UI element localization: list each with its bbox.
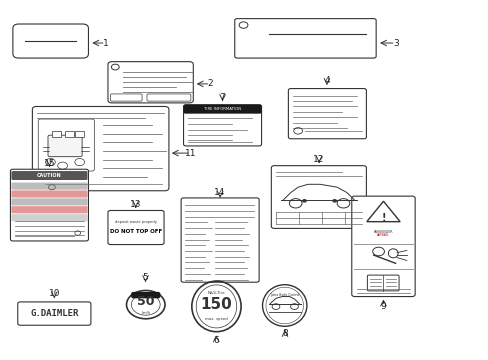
FancyBboxPatch shape xyxy=(11,190,87,198)
FancyBboxPatch shape xyxy=(10,169,88,241)
FancyBboxPatch shape xyxy=(11,198,87,206)
FancyBboxPatch shape xyxy=(234,19,375,58)
Text: G.DAIMLER: G.DAIMLER xyxy=(30,309,79,318)
Circle shape xyxy=(302,199,306,203)
Text: 2: 2 xyxy=(207,80,213,89)
Text: 1: 1 xyxy=(102,39,108,48)
Text: DO NOT TOP OFF: DO NOT TOP OFF xyxy=(110,229,162,234)
Bar xyxy=(52,131,61,137)
FancyBboxPatch shape xyxy=(18,302,91,325)
Text: max. speed: max. speed xyxy=(204,317,227,321)
Bar xyxy=(75,131,83,137)
Text: 9: 9 xyxy=(380,302,386,311)
Text: Jatna Body Control: Jatna Body Control xyxy=(269,293,299,297)
Text: 10: 10 xyxy=(48,289,60,298)
FancyBboxPatch shape xyxy=(131,292,160,298)
FancyBboxPatch shape xyxy=(183,105,261,114)
Text: 50: 50 xyxy=(137,295,154,308)
Text: deposit waste properly: deposit waste properly xyxy=(115,220,157,224)
FancyBboxPatch shape xyxy=(13,24,88,58)
FancyBboxPatch shape xyxy=(288,89,366,139)
FancyBboxPatch shape xyxy=(181,198,259,282)
Text: 8: 8 xyxy=(282,329,287,338)
Text: 150: 150 xyxy=(200,297,232,312)
Text: 14: 14 xyxy=(214,188,225,197)
FancyBboxPatch shape xyxy=(38,119,94,171)
Polygon shape xyxy=(366,201,399,222)
Text: N&S-Tire: N&S-Tire xyxy=(207,291,225,295)
FancyBboxPatch shape xyxy=(32,107,168,191)
FancyBboxPatch shape xyxy=(108,211,163,244)
Text: 5: 5 xyxy=(142,273,148,282)
FancyBboxPatch shape xyxy=(11,183,87,190)
Text: 3: 3 xyxy=(392,39,398,48)
Text: 11: 11 xyxy=(185,149,196,158)
FancyBboxPatch shape xyxy=(11,171,87,180)
FancyBboxPatch shape xyxy=(11,214,87,221)
Text: 12: 12 xyxy=(313,155,324,164)
FancyBboxPatch shape xyxy=(183,105,261,146)
FancyBboxPatch shape xyxy=(110,94,142,101)
Text: TIRE INFORMATION: TIRE INFORMATION xyxy=(203,107,241,111)
FancyBboxPatch shape xyxy=(11,206,87,213)
Text: 7: 7 xyxy=(219,93,225,102)
FancyBboxPatch shape xyxy=(351,196,414,297)
Text: 15: 15 xyxy=(43,159,55,168)
FancyBboxPatch shape xyxy=(147,94,190,101)
Text: AIRBAG: AIRBAG xyxy=(376,233,389,237)
Text: 4: 4 xyxy=(324,76,329,85)
Circle shape xyxy=(331,199,336,203)
FancyBboxPatch shape xyxy=(271,166,366,228)
FancyBboxPatch shape xyxy=(108,62,193,103)
Text: CAUTION: CAUTION xyxy=(37,173,61,178)
Text: km/h: km/h xyxy=(141,311,150,315)
Text: !: ! xyxy=(381,213,385,223)
Text: 6: 6 xyxy=(213,336,219,345)
FancyBboxPatch shape xyxy=(48,135,82,157)
Text: 13: 13 xyxy=(130,200,141,209)
Text: PASSENGER: PASSENGER xyxy=(373,230,392,234)
Bar xyxy=(65,131,74,137)
FancyBboxPatch shape xyxy=(366,275,398,291)
